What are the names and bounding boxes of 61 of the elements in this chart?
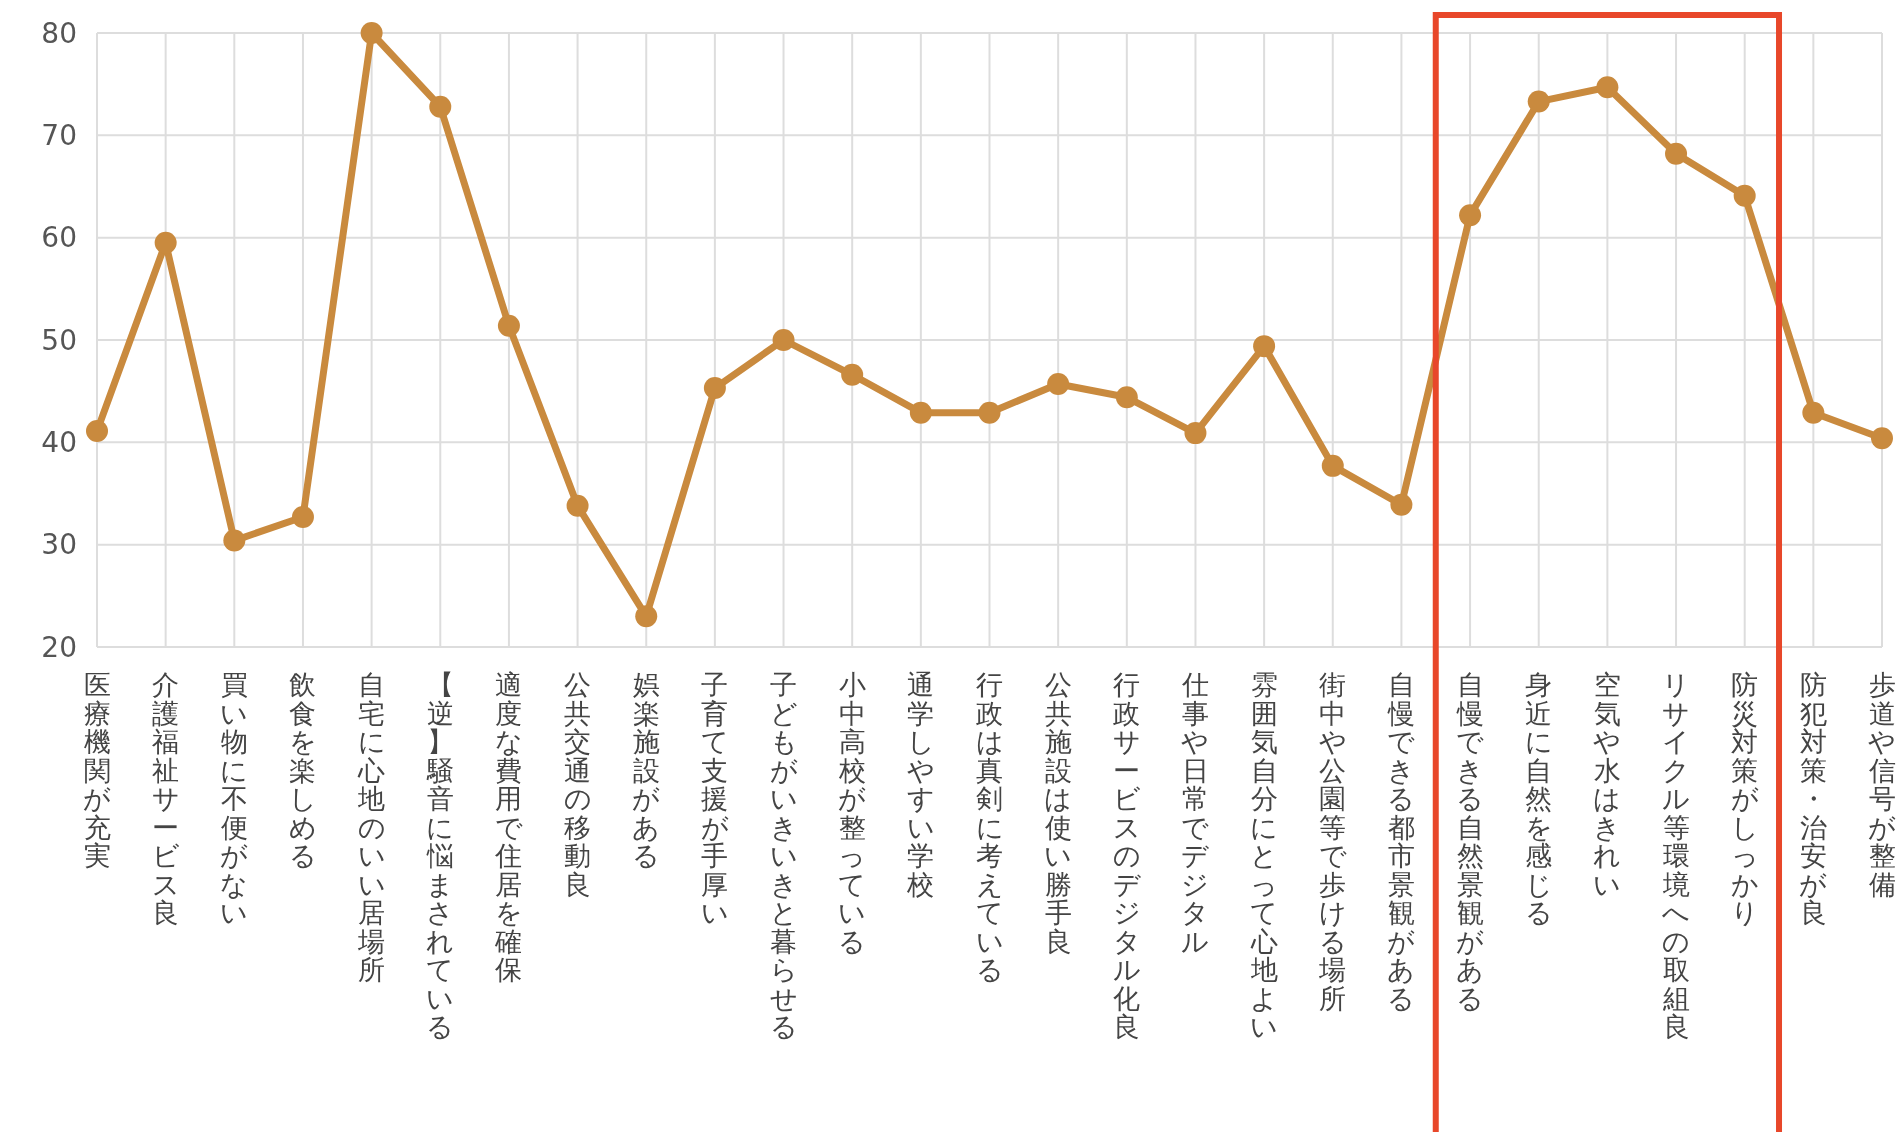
point xyxy=(1115,386,1138,409)
x-tick-label: 医療機関が充実 xyxy=(83,669,111,871)
category-label: 防犯対策・治安が良 xyxy=(1799,669,1828,928)
point xyxy=(86,420,108,443)
category-label: 身近に自然を感じる xyxy=(1524,669,1553,928)
point xyxy=(1802,401,1825,424)
point xyxy=(703,377,726,400)
point xyxy=(1665,142,1688,165)
category-label: 子どもがいきいきと暮らせる xyxy=(769,669,798,1042)
x-tick-label: 公共交通の移動良 xyxy=(563,669,592,900)
category-label: 行政は真剣に考えている xyxy=(975,669,1004,985)
category-label: 適度な費用で住居を確保 xyxy=(494,669,523,985)
point xyxy=(429,95,452,118)
point xyxy=(1390,493,1413,516)
point xyxy=(1321,454,1344,477)
point xyxy=(1253,335,1276,358)
point xyxy=(566,494,589,517)
y-tick-label: 70 xyxy=(41,119,77,153)
category-label: 自慢できる自然景観がある xyxy=(1456,669,1485,1014)
point xyxy=(841,363,864,386)
x-tick-label: 空気や水はきれい xyxy=(1593,669,1622,900)
y-tick-label: 30 xyxy=(41,528,77,562)
y-tick-label: 60 xyxy=(41,221,77,255)
category-label: 自宅に心地のいい居場所 xyxy=(357,669,386,985)
category-label: 子育て支援が手厚い xyxy=(700,669,729,928)
category-label: 介護福祉サービス良 xyxy=(151,669,180,928)
category-label: 買い物に不便がない xyxy=(220,669,249,928)
point xyxy=(1527,90,1550,113)
category-label: 防災対策がしっかり xyxy=(1730,669,1759,928)
point xyxy=(1184,422,1207,445)
point xyxy=(772,329,795,351)
category-label: 行政サービスのデジタル化良 xyxy=(1112,669,1141,1042)
point xyxy=(1733,184,1756,207)
y-tick-label: 50 xyxy=(41,323,77,357)
category-label: 公共施設は使い勝手良 xyxy=(1044,669,1073,957)
category-label: 雰囲気自分にとって心地よい xyxy=(1250,669,1279,1042)
category-label: 自慢できる都市景観がある xyxy=(1387,669,1416,1014)
point xyxy=(360,22,383,44)
y-tick-label: 40 xyxy=(41,426,77,460)
point xyxy=(497,314,520,337)
x-tick-label: 歩道や信号が整備 xyxy=(1868,669,1896,900)
point xyxy=(909,401,932,424)
category-label: 街中や公園等で歩ける場所 xyxy=(1318,669,1347,1014)
point xyxy=(1459,204,1482,227)
point xyxy=(635,605,658,628)
y-tick-label: 80 xyxy=(41,16,77,50)
category-label: リサイクル等環境への取組良 xyxy=(1662,669,1691,1042)
point xyxy=(1047,373,1070,395)
y-tick-label: 20 xyxy=(41,630,77,664)
x-tick-label: 通学しやすい学校 xyxy=(906,669,935,900)
point xyxy=(1596,76,1619,99)
x-tick-label: 娯楽施設がある xyxy=(632,669,661,871)
point xyxy=(291,506,314,529)
category-label: 【逆】騒音に悩まされている xyxy=(426,669,455,1042)
point xyxy=(1871,427,1893,450)
point xyxy=(978,401,1001,424)
category-label: 仕事や日常でデジタル xyxy=(1181,669,1210,957)
point xyxy=(223,529,246,552)
point xyxy=(154,231,177,254)
x-tick-label: 飲食を楽しめる xyxy=(288,669,317,871)
category-label: 小中高校が整っている xyxy=(838,669,867,957)
